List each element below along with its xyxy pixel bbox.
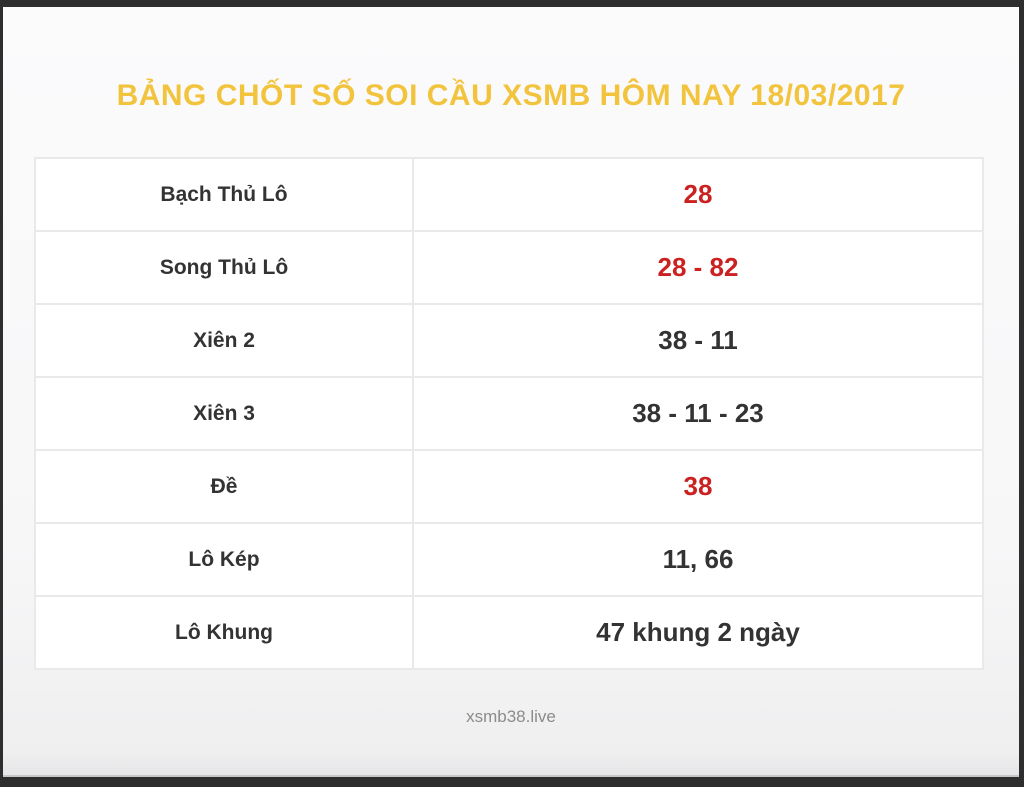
row-label: Xiên 3 [34, 376, 414, 451]
page-title: BẢNG CHỐT SỐ SOI CẦU XSMB HÔM NAY 18/03/… [116, 79, 906, 112]
table-row: Lô Khung 47 khung 2 ngày [34, 595, 984, 670]
row-value: 28 - 82 [412, 230, 984, 305]
table-row: Song Thủ Lô 28 - 82 [34, 230, 984, 305]
row-value: 28 [412, 157, 984, 232]
table-row: Lô Kép 11, 66 [34, 522, 984, 597]
content-area: BẢNG CHỐT SỐ SOI CẦU XSMB HÔM NAY 18/03/… [3, 7, 1019, 777]
row-label: Đề [34, 449, 414, 524]
row-value: 11, 66 [412, 522, 984, 597]
row-label: Xiên 2 [34, 303, 414, 378]
row-label: Lô Khung [34, 595, 414, 670]
table-row: Đề 38 [34, 449, 984, 524]
table-row: Bạch Thủ Lô 28 [34, 157, 984, 232]
row-label: Song Thủ Lô [34, 230, 414, 305]
row-value: 47 khung 2 ngày [412, 595, 984, 670]
site-name: xsmb38.live [466, 707, 556, 726]
row-value: 38 - 11 - 23 [412, 376, 984, 451]
table-row: Xiên 3 38 - 11 - 23 [34, 376, 984, 451]
row-label: Bạch Thủ Lô [34, 157, 414, 232]
prediction-table: Bạch Thủ Lô 28 Song Thủ Lô 28 - 82 Xiên … [34, 157, 984, 670]
row-value: 38 [412, 449, 984, 524]
table-row: Xiên 2 38 - 11 [34, 303, 984, 378]
row-value: 38 - 11 [412, 303, 984, 378]
row-label: Lô Kép [34, 522, 414, 597]
